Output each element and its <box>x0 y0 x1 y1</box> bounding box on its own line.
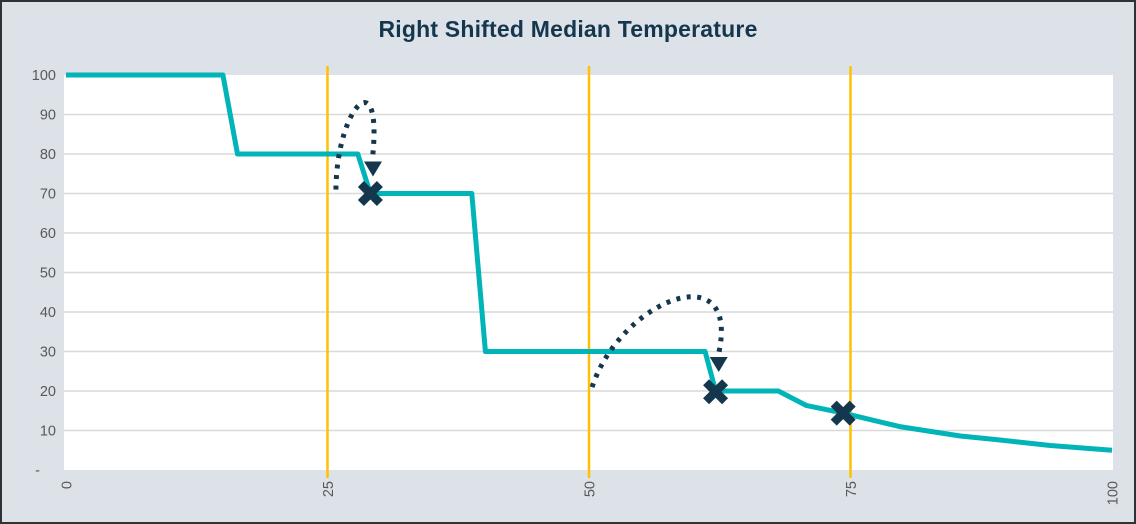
y-tick-label-20: 20 <box>40 384 56 400</box>
shift-arrowhead-1 <box>364 161 383 177</box>
y-tick-label-90: 90 <box>40 108 56 124</box>
x-marker-2 <box>703 379 729 405</box>
x-tick-label-100: 100 <box>1106 481 1122 505</box>
y-tick-label-30: 30 <box>40 345 56 361</box>
x-tick-label-75: 75 <box>844 481 860 497</box>
shift-arrow-arc-2 <box>589 294 724 388</box>
y-tick-label-80: 80 <box>40 147 56 163</box>
chart-title: Right Shifted Median Temperature <box>378 16 758 42</box>
x-tick-label-50: 50 <box>583 481 599 497</box>
x-tick-label-25: 25 <box>321 481 337 497</box>
x-marker-3 <box>830 400 856 426</box>
y-tick-label-60: 60 <box>40 226 56 242</box>
y-tick-label-10: 10 <box>40 424 56 440</box>
y-tick-label-50: 50 <box>40 266 56 282</box>
y-tick-label-100: 100 <box>32 68 56 84</box>
y-tick-label-0: - <box>35 463 40 479</box>
shift-arrowhead-2 <box>709 357 728 373</box>
y-tick-label-40: 40 <box>40 305 56 321</box>
y-tick-label-70: 70 <box>40 187 56 203</box>
x-tick-label-0: 0 <box>60 481 76 489</box>
x-marker-1 <box>357 180 383 207</box>
